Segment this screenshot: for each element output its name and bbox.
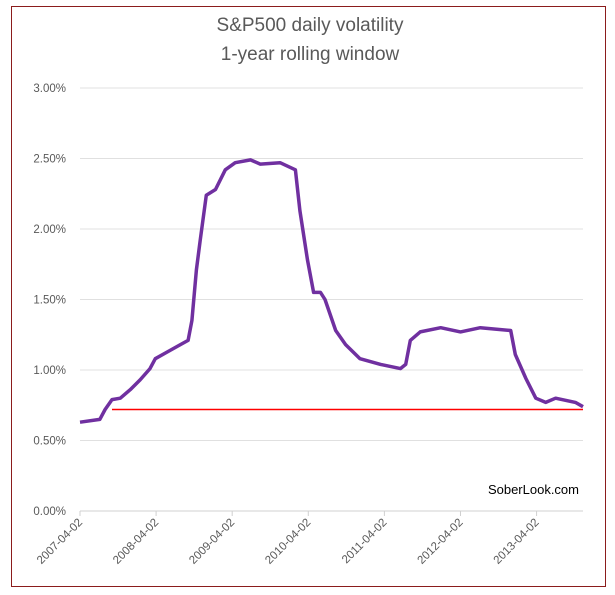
x-tick-label: 2010-04-02 bbox=[263, 517, 313, 567]
y-tick-label: 2.00% bbox=[33, 224, 66, 236]
x-tick-label: 2008-04-02 bbox=[111, 517, 161, 567]
x-tick-label: 2009-04-02 bbox=[187, 517, 237, 567]
x-tick-label: 2011-04-02 bbox=[340, 517, 389, 566]
chart-frame bbox=[11, 6, 606, 587]
chart-title-line-1: S&P500 daily volatility bbox=[217, 15, 404, 36]
y-tick-label: 1.50% bbox=[33, 295, 66, 307]
x-tick-label: 2012-04-02 bbox=[416, 517, 466, 567]
y-tick-label: 0.50% bbox=[33, 436, 66, 448]
x-tick-label: 2013-04-02 bbox=[492, 517, 542, 567]
watermark-annotation: SoberLook.com bbox=[488, 482, 579, 497]
volatility-series-line bbox=[79, 158, 584, 424]
y-tick-label: 3.00% bbox=[33, 83, 66, 95]
y-tick-label: 0.00% bbox=[33, 506, 66, 518]
y-tick-label: 2.50% bbox=[33, 154, 66, 166]
chart-title-line-2: 1-year rolling window bbox=[221, 44, 400, 65]
x-tick-label: 2007-04-02 bbox=[35, 517, 85, 567]
y-tick-label: 1.00% bbox=[33, 365, 66, 377]
